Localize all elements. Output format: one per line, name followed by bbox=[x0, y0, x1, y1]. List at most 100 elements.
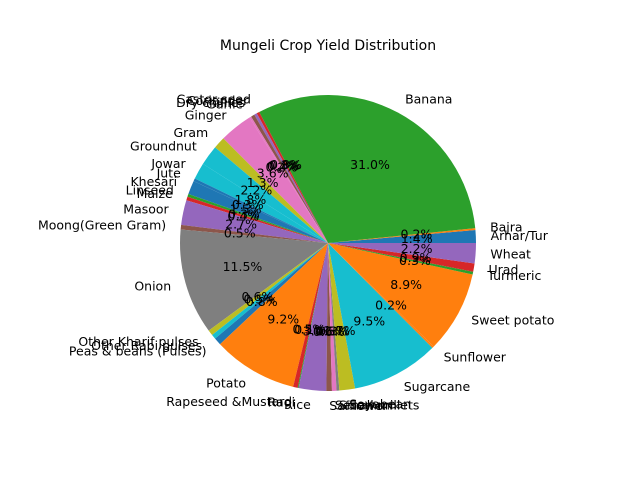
slice-percent: 3.6% bbox=[257, 166, 289, 181]
slice-percent: 0.3% bbox=[232, 197, 264, 212]
slice-label: Sunflower bbox=[444, 350, 507, 365]
pie-slice bbox=[328, 243, 434, 348]
slice-percent: 1.4% bbox=[401, 231, 433, 246]
pie-slice bbox=[202, 147, 328, 243]
slice-percent: 0.5% bbox=[243, 291, 275, 306]
slice-label: Wheat bbox=[490, 246, 531, 261]
slice-label: Onion bbox=[134, 279, 171, 294]
pie-slice bbox=[223, 117, 328, 243]
slice-label: Castor seed bbox=[177, 92, 251, 107]
slice-percent: 1.7% bbox=[324, 323, 356, 338]
slice-label: Dry chillies bbox=[176, 95, 245, 110]
pie-slices bbox=[180, 94, 476, 392]
pie-slice bbox=[181, 200, 328, 243]
pie-slice bbox=[180, 229, 328, 331]
slice-label: Groundnut bbox=[130, 139, 197, 154]
pie-slice bbox=[298, 243, 328, 391]
pie-slice bbox=[212, 243, 328, 339]
pie-slice bbox=[254, 113, 328, 243]
slice-percent: 0.6% bbox=[313, 324, 345, 339]
slice-label: Gram bbox=[174, 125, 209, 140]
chart-title: Mungeli Crop Yield Distribution bbox=[220, 38, 436, 54]
pie-percent-labels: 1.4%0.2%31.0%0.3%0.3%0.4%0.2%3.6%1.3%2.2… bbox=[223, 157, 433, 339]
slice-percent: 2.2% bbox=[241, 182, 273, 197]
slice-label: Jowar bbox=[150, 156, 186, 171]
slice-label: Ginger bbox=[185, 108, 228, 123]
slice-percent: 31.0% bbox=[350, 157, 390, 172]
slice-percent: 0.8% bbox=[246, 294, 278, 309]
slice-percent: 0.9% bbox=[400, 250, 432, 265]
slice-percent: 0.2% bbox=[375, 298, 407, 313]
slice-label: Garlic bbox=[206, 96, 242, 111]
slice-label: Sugarcane bbox=[404, 379, 471, 394]
slice-percent: 0.1% bbox=[294, 322, 326, 337]
slice-percent: 0.3% bbox=[399, 253, 431, 268]
pie-slice bbox=[328, 243, 337, 391]
slice-label: Sesamum bbox=[335, 398, 397, 413]
pie-slice bbox=[328, 243, 433, 389]
slice-percent: 0.3% bbox=[318, 324, 350, 339]
pie-slice bbox=[297, 243, 328, 389]
slice-label: Jute bbox=[156, 165, 182, 180]
slice-label: Other Kharif pulses bbox=[78, 334, 198, 349]
pie-slice bbox=[259, 94, 476, 243]
pie-slice bbox=[328, 243, 340, 391]
slice-label: Bajra bbox=[490, 220, 523, 235]
pie-slice bbox=[256, 111, 328, 243]
slice-label: Sweet potato bbox=[471, 312, 554, 327]
pie-slice bbox=[187, 194, 328, 243]
pie-slice bbox=[215, 138, 328, 243]
slice-percent: 0.3% bbox=[270, 157, 302, 172]
slice-percent: 8.9% bbox=[390, 277, 422, 292]
pie-slice bbox=[186, 196, 328, 243]
pie-slice bbox=[215, 243, 328, 345]
slice-percent: 1.5% bbox=[230, 202, 262, 217]
pie-slice bbox=[194, 163, 328, 243]
pie-slice bbox=[328, 243, 475, 272]
slice-label: Banana bbox=[405, 92, 452, 107]
pie-slice bbox=[208, 243, 328, 336]
pie-slice bbox=[328, 229, 476, 243]
slice-percent: 0.4% bbox=[267, 159, 299, 174]
slice-label: Masoor bbox=[123, 201, 169, 216]
pie-slice bbox=[220, 243, 328, 387]
slice-percent: 0.6% bbox=[242, 289, 274, 304]
slice-label: Turmeric bbox=[486, 268, 541, 283]
pie-slice bbox=[180, 224, 328, 243]
pie-slice bbox=[188, 181, 328, 243]
slice-label: Peas & beans (Pulses) bbox=[69, 343, 207, 358]
slice-percent: 2.2% bbox=[401, 241, 433, 256]
slice-label: Other Rabi pulses bbox=[91, 338, 202, 353]
pie-slice bbox=[328, 228, 476, 243]
slice-percent: 1.8% bbox=[234, 192, 266, 207]
slice-percent: 0.5% bbox=[224, 226, 256, 241]
slice-percent: 9.5% bbox=[353, 314, 385, 329]
slice-label: Khesari bbox=[130, 174, 177, 189]
slice-percent: 11.5% bbox=[223, 259, 263, 274]
slice-label: Small millets bbox=[339, 397, 419, 412]
pie-slice bbox=[328, 243, 473, 347]
slice-label: Arhar/Tur bbox=[491, 228, 549, 243]
pie-slice bbox=[293, 243, 328, 388]
slice-label: Soyabean bbox=[349, 396, 411, 411]
slice-label: Maize bbox=[137, 186, 173, 201]
slice-percent: 0.5% bbox=[316, 324, 348, 339]
slice-percent: 9.2% bbox=[267, 312, 299, 327]
pie-slice bbox=[193, 178, 328, 243]
slice-label: Ragi bbox=[268, 394, 295, 409]
slice-percent: 0.4% bbox=[227, 208, 259, 223]
pie-slice bbox=[328, 243, 356, 391]
slice-label: Linseed bbox=[126, 183, 174, 198]
slice-label: Safflower bbox=[329, 398, 388, 413]
slice-percent: 2.7% bbox=[225, 217, 257, 232]
slice-percent: 1.3% bbox=[247, 175, 279, 190]
pie-slice bbox=[326, 243, 332, 392]
slice-label: Coriander bbox=[187, 93, 249, 108]
slice-percent: 0.3% bbox=[228, 206, 260, 221]
slice-label: Potato bbox=[206, 376, 246, 391]
pie-slice bbox=[328, 243, 474, 275]
pie-slice bbox=[328, 243, 476, 264]
slice-percent: 0.3% bbox=[269, 158, 301, 173]
